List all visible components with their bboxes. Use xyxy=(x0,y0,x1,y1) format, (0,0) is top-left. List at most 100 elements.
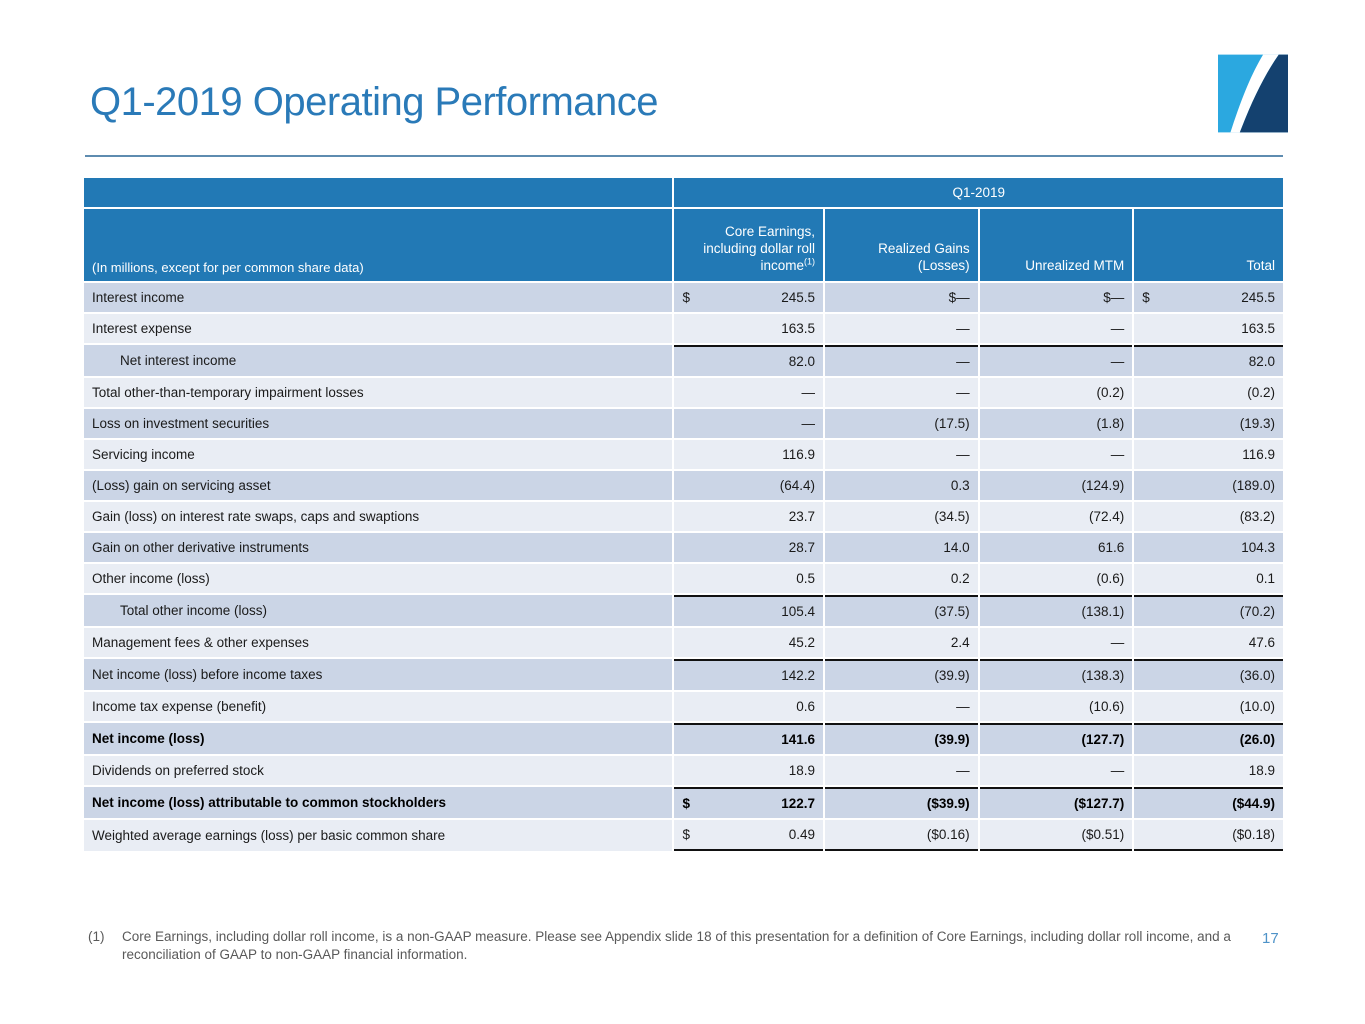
footnote-text: Core Earnings, including dollar roll inc… xyxy=(122,929,1231,963)
value-cell: 0.3 xyxy=(825,471,978,500)
value-cell: 104.3 xyxy=(1134,533,1283,562)
value-cell: 0.5 xyxy=(674,564,824,593)
table-row: Interest expense 163.5— —163.5 xyxy=(84,314,1283,343)
row-label: Gain (loss) on interest rate swaps, caps… xyxy=(84,502,673,531)
row-label: Interest expense xyxy=(84,314,673,343)
value-cell: (64.4) xyxy=(674,471,824,500)
value-cell: — xyxy=(825,378,978,407)
value-cell: 2.4 xyxy=(825,628,978,657)
row-label: Other income (loss) xyxy=(84,564,673,593)
value-cell: ($0.51) xyxy=(979,820,1133,851)
value-cell: 82.0 xyxy=(674,345,824,376)
currency-symbol: $ xyxy=(1142,290,1150,305)
column-header: Total xyxy=(1134,209,1283,281)
value-cell: $122.7 xyxy=(674,787,824,818)
row-label: Servicing income xyxy=(84,440,673,469)
value-cell: (19.3) xyxy=(1134,409,1283,438)
value-cell: 82.0 xyxy=(1134,345,1283,376)
row-label: Net interest income xyxy=(84,345,673,376)
table-row: Weighted average earnings (loss) per bas… xyxy=(84,820,1283,851)
footnote: (1) Core Earnings, including dollar roll… xyxy=(88,928,1238,964)
value-cell: 116.9 xyxy=(1134,440,1283,469)
value-cell: — xyxy=(674,409,824,438)
value-cell: (36.0) xyxy=(1134,659,1283,690)
column-header: Unrealized MTM xyxy=(979,209,1133,281)
table-row: Income tax expense (benefit) 0.6— (10.6) (1… xyxy=(84,692,1283,721)
column-header-row: (In millions, except for per common shar… xyxy=(84,209,1283,281)
value-cell: 0.6 xyxy=(674,692,824,721)
value-cell: (0.2) xyxy=(1134,378,1283,407)
table-row: Net income (loss) before income taxes 142… xyxy=(84,659,1283,690)
value-cell: (138.1) xyxy=(979,595,1133,626)
value-cell: 141.6 xyxy=(674,723,824,754)
table-row: (Loss) gain on servicing asset (64.4) 0.3 (… xyxy=(84,471,1283,500)
value-cell: 105.4 xyxy=(674,595,824,626)
value-cell: 142.2 xyxy=(674,659,824,690)
value-cell: ($0.16) xyxy=(825,820,978,851)
value-cell: 18.9 xyxy=(674,756,824,785)
footnote-marker: (1) xyxy=(88,929,105,944)
row-label: Management fees & other expenses xyxy=(84,628,673,657)
value-cell: — xyxy=(979,628,1133,657)
value-cell: ($0.18) xyxy=(1134,820,1283,851)
table-row: Total other-than-temporary impairment lo… xyxy=(84,378,1283,407)
table-row: Gain (loss) on interest rate swaps, caps… xyxy=(84,502,1283,531)
value-cell: 18.9 xyxy=(1134,756,1283,785)
value-cell: 116.9 xyxy=(674,440,824,469)
value-cell: 163.5 xyxy=(1134,314,1283,343)
table-row: Loss on investment securities — (17.5) (1.8… xyxy=(84,409,1283,438)
value-cell: 163.5 xyxy=(674,314,824,343)
row-label: Total other income (loss) xyxy=(84,595,673,626)
financial-table-container: Q1-2019 (In millions, except for per com… xyxy=(82,176,1285,853)
value-cell: $— xyxy=(825,283,978,312)
value-cell: (83.2) xyxy=(1134,502,1283,531)
value-cell: — xyxy=(674,378,824,407)
currency-symbol: $ xyxy=(682,290,690,305)
value-cell: (138.3) xyxy=(979,659,1133,690)
value-cell: — xyxy=(979,345,1133,376)
value-cell: (17.5) xyxy=(825,409,978,438)
value-cell: — xyxy=(825,314,978,343)
value-cell: 61.6 xyxy=(979,533,1133,562)
table-row: Total other income (loss) 105.4 (37.5) (138… xyxy=(84,595,1283,626)
column-header: Core Earnings, including dollar roll inc… xyxy=(674,209,824,281)
table-row: Net interest income 82.0— —82.0 xyxy=(84,345,1283,376)
value-cell: (34.5) xyxy=(825,502,978,531)
value-cell: — xyxy=(825,756,978,785)
table-row: Gain on other derivative instruments 28.7… xyxy=(84,533,1283,562)
title-divider-rule xyxy=(85,155,1283,157)
value-cell: (10.6) xyxy=(979,692,1133,721)
value-cell: (127.7) xyxy=(979,723,1133,754)
group-header: Q1-2019 xyxy=(674,178,1283,207)
value-cell: $245.5 xyxy=(674,283,824,312)
row-label: Income tax expense (benefit) xyxy=(84,692,673,721)
row-label: Total other-than-temporary impairment lo… xyxy=(84,378,673,407)
value-cell: $— xyxy=(979,283,1133,312)
currency-symbol: $ xyxy=(682,796,690,811)
value-cell: — xyxy=(825,692,978,721)
row-label: (Loss) gain on servicing asset xyxy=(84,471,673,500)
value-cell: ($39.9) xyxy=(825,787,978,818)
value-cell: — xyxy=(979,756,1133,785)
table-row: Net income (loss) attributable to common… xyxy=(84,787,1283,818)
value-cell: (189.0) xyxy=(1134,471,1283,500)
value-cell: (72.4) xyxy=(979,502,1133,531)
row-label: Interest income xyxy=(84,283,673,312)
value-cell: — xyxy=(825,440,978,469)
table-row: Interest income $245.5 $— $— $245.5 xyxy=(84,283,1283,312)
value-cell: 47.6 xyxy=(1134,628,1283,657)
value-cell: 45.2 xyxy=(674,628,824,657)
value-cell: (26.0) xyxy=(1134,723,1283,754)
page-number: 17 xyxy=(1262,930,1279,947)
table-row: Dividends on preferred stock 18.9— —18.9 xyxy=(84,756,1283,785)
value-cell: — xyxy=(979,314,1133,343)
currency-symbol: $ xyxy=(682,827,690,842)
value-cell: 28.7 xyxy=(674,533,824,562)
value-cell: — xyxy=(979,440,1133,469)
value-cell: (0.6) xyxy=(979,564,1133,593)
value-cell: (0.2) xyxy=(979,378,1133,407)
value-cell: 0.2 xyxy=(825,564,978,593)
table-row: Net income (loss) 141.6 (39.9) (127.7) (26.0… xyxy=(84,723,1283,754)
group-header-row: Q1-2019 xyxy=(84,178,1283,207)
